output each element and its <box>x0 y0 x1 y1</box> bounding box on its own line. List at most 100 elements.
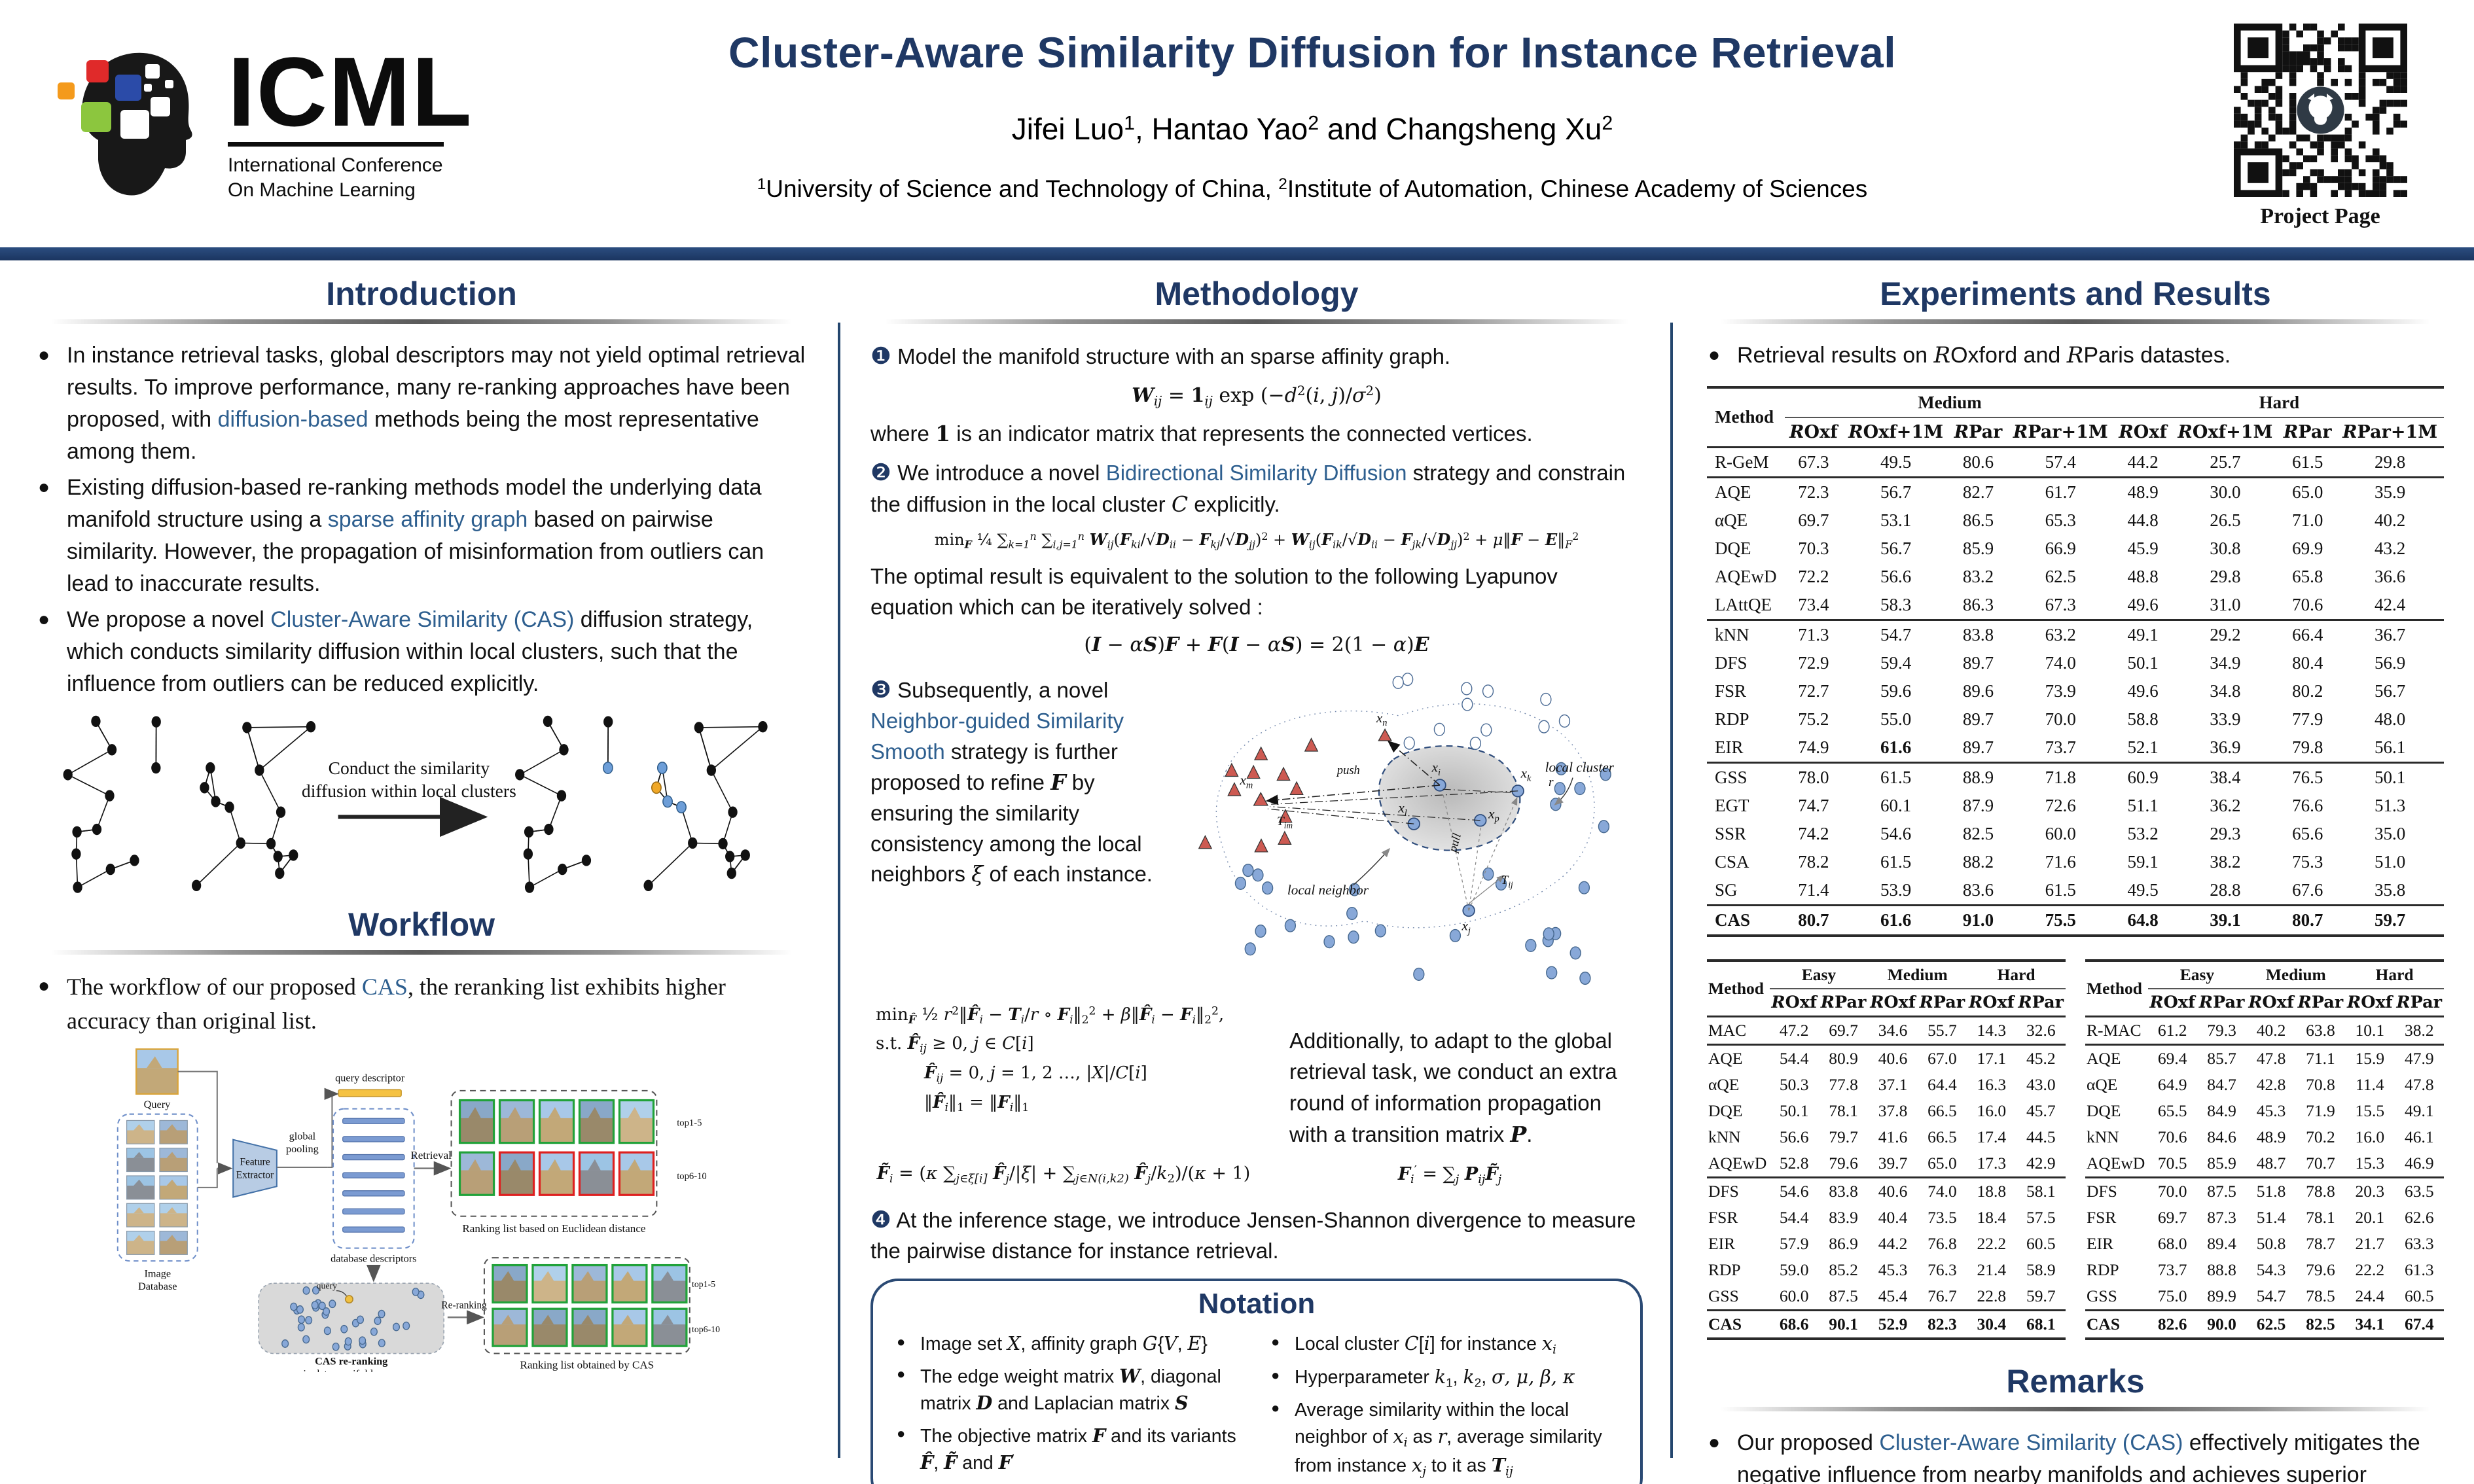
poster-title: Cluster-Aware Similarity Diffusion for I… <box>728 28 1897 77</box>
experiments-bullet-list: Retrieval results on ROxford and RParis … <box>1707 340 2444 372</box>
method-where-text: where 1 is an indicator matrix that repr… <box>870 421 1533 447</box>
table2r-group-medium: Medium <box>2246 960 2346 989</box>
query-descriptor-label: query descriptor <box>335 1072 405 1084</box>
global-pooling-label-1: global <box>289 1131 316 1142</box>
propagation-equations: F̃i = (κ ∑j∈ξ[i] F̂j/|ξ| + ∑j∈N(i,k2) F̂… <box>870 1153 1643 1197</box>
equation-smooth: F̃i = (κ ∑j∈ξ[i] F̂j/|ξ| + ∑j∈N(i,k2) F̂… <box>876 1163 1251 1186</box>
manifold-caption-2: in data manifold space <box>303 1368 399 1372</box>
notation-right-list: Local cluster C[i] for instance xi Hyper… <box>1271 1331 1617 1484</box>
top15-label: top1-5 <box>677 1118 702 1129</box>
intro-bullet-2: Existing diffusion-based re-ranking meth… <box>37 472 806 600</box>
query-descriptor-bar <box>338 1089 402 1097</box>
node-xm <box>1253 791 1268 806</box>
authors: Jifei Luo1, Hantao Yao2 and Changsheng X… <box>1011 112 1613 146</box>
smooth-objective-line3: F̂ij = 0, j = 1, 2 …, |X|/C[i] <box>924 1063 1147 1086</box>
label-xn: xn <box>1376 709 1388 728</box>
local-neighbor-outline <box>1378 745 1521 851</box>
icml-tagline-2: On Machine Learning <box>228 179 416 201</box>
table2l-group-medium: Medium <box>1868 960 1967 989</box>
icml-tagline-1: International Conference <box>228 154 443 177</box>
euclidean-ranking-thumbs <box>458 1099 655 1197</box>
label-tij: Tij <box>1501 873 1513 889</box>
label-r: r <box>1549 775 1554 788</box>
results-table-left: Method Easy Medium Hard ROxf RPar ROxf RPar… <box>1707 959 2066 1340</box>
intro-heading: Introduction <box>326 275 517 312</box>
method-step-2: ❷ We introduce a novel Bidirectional Sim… <box>870 459 1626 517</box>
qr-label: Project Page <box>2260 204 2380 228</box>
table2r-subheader-row: ROxf RPar ROxf RPar ROxf RPar <box>2149 992 2443 1012</box>
notation-item-6: Average similarity within the local neig… <box>1271 1397 1617 1480</box>
remarks-heading: Remarks <box>2006 1362 2145 1400</box>
experiments-bullet: Retrieval results on ROxford and RParis … <box>1707 340 2444 372</box>
label-local-neighbor: local neighbor <box>1287 881 1369 897</box>
cluster-scatter-figure: xn xm xi xk xl xp xj Tim Tij push pull r… <box>1198 672 1615 985</box>
top610-label: top6-10 <box>677 1171 707 1182</box>
icml-logo-text: ICML International Conference On Machine… <box>228 36 473 203</box>
methodology-underline <box>877 319 1636 324</box>
workflow-heading: Workflow <box>348 906 495 944</box>
project-page-qr: Project Page <box>2166 0 2474 247</box>
diffusion-graphs-figure: Conduct the similarity diffusion within … <box>63 716 768 894</box>
cas-top15-label: top1-5 <box>692 1279 715 1289</box>
column-divider-2 <box>1670 323 1673 1458</box>
table1-body: R-GeM 67.3 49.5 80.6 57.4 44.2 25.7 61.5 29.8 AQE… <box>1707 447 2444 936</box>
results-table-left-wrap: Method Easy Medium Hard ROxf RPar ROxf RPar… <box>1707 959 2066 1340</box>
euclidean-ranking-box <box>450 1090 658 1217</box>
image-db-label-1: Image <box>144 1268 171 1280</box>
database-descriptors-box <box>332 1108 415 1249</box>
manifold-caption-1: CAS re-ranking <box>315 1356 387 1368</box>
equation-lyapunov: (I − αS)F + F(I − αS) = 2(1 − α)E <box>1084 633 1429 656</box>
image-db-label-2: Database <box>138 1281 177 1292</box>
table1-group-hard: Hard <box>2114 387 2444 418</box>
cas-ranking-box <box>483 1257 690 1354</box>
graph-caption-line1: Conduct the similarity <box>329 758 490 779</box>
header-center: Cluster-Aware Similarity Diffusion for I… <box>458 0 2166 247</box>
label-xl: xl <box>1397 800 1407 818</box>
remarks-bullet-list: Our proposed Cluster-Aware Similarity (C… <box>1707 1427 2444 1484</box>
graph-after <box>515 716 768 894</box>
table1-method-header: Method <box>1715 407 1774 427</box>
icml-acronym: ICML <box>228 36 473 147</box>
icml-rule <box>228 142 444 147</box>
retrieval-label: Retrieval <box>410 1149 452 1161</box>
label-xp: xp <box>1488 805 1499 824</box>
smooth-objective-line1: minF̂ ½ r2‖F̂i − Ti/r ∘ Fi‖22 + β‖F̂i − … <box>876 1004 1225 1027</box>
notation-columns: Image set X, affinity graph G{V, E} The … <box>897 1331 1617 1484</box>
intro-underline <box>43 319 800 324</box>
table1-subheader-row: ROxf ROxf+1M RPar RPar+1M ROxf ROxf+1M RPar RPa… <box>1789 421 2438 442</box>
label-xi: xi <box>1431 759 1441 777</box>
method-step-4: ❹ At the inference stage, we introduce J… <box>870 1206 1636 1263</box>
feature-extractor-label-1: Feature <box>240 1157 270 1168</box>
equation-propagation: Fi′ = ∑j PijF̃j <box>1397 1163 1502 1186</box>
hollow-points <box>1392 672 1571 750</box>
header: ICML International Conference On Machine… <box>0 0 2474 247</box>
column-divider-1 <box>838 323 840 1458</box>
global-pooling-label-2: pooling <box>286 1143 319 1155</box>
label-xk: xk <box>1520 765 1532 783</box>
cas-caption: Ranking list obtained by CAS <box>520 1358 654 1371</box>
results-tables-small: Method Easy Medium Hard ROxf RPar ROxf RPar… <box>1707 959 2444 1340</box>
database-descriptors-label: database descriptors <box>331 1253 416 1265</box>
graph-caption-line2: diffusion within local clusters <box>302 781 516 801</box>
step3-row: ❸ Subsequently, a novel Neighbor-guided … <box>870 667 1643 1000</box>
method-step-1: ❶ Model the manifold structure with an s… <box>870 343 1451 369</box>
label-local-cluster: local cluster <box>1545 759 1615 775</box>
database-images <box>126 1120 188 1256</box>
workflow-figure: Query Image Database Feature Extractor g… <box>117 1048 720 1379</box>
outlier-triangles <box>1198 737 1319 853</box>
label-xm: xm <box>1240 772 1253 790</box>
results-table-main: Method Medium Hard ROxf ROxf+1M RPar RPar+1… <box>1707 385 2444 937</box>
icml-logo: ICML International Conference On Machine… <box>0 0 472 247</box>
cas-ranking-thumbs <box>492 1264 688 1347</box>
workflow-bullet-list: The workflow of our proposed CAS, the re… <box>37 970 806 1038</box>
equation-affinity: Wij = 1ij exp (−d2(i, j)/σ2) <box>1132 383 1382 409</box>
header-rule <box>0 247 2474 260</box>
remarks-bullet-1: Our proposed Cluster-Aware Similarity (C… <box>1707 1427 2444 1484</box>
label-push: push <box>1336 764 1360 777</box>
qr-code-icon <box>2233 24 2407 197</box>
smooth-objective-row: minF̂ ½ r2‖F̂i − Ti/r ∘ Fi‖22 + β‖F̂i − … <box>870 1000 1643 1150</box>
table2r-group-easy: Easy <box>2147 960 2247 989</box>
notation-item-5: Hyperparameter k1, k2, σ, μ, β, κ <box>1271 1364 1617 1392</box>
intro-bullet-3: We propose a novel Cluster-Aware Similar… <box>37 604 806 700</box>
reranking-label: Re-ranking <box>441 1300 487 1311</box>
